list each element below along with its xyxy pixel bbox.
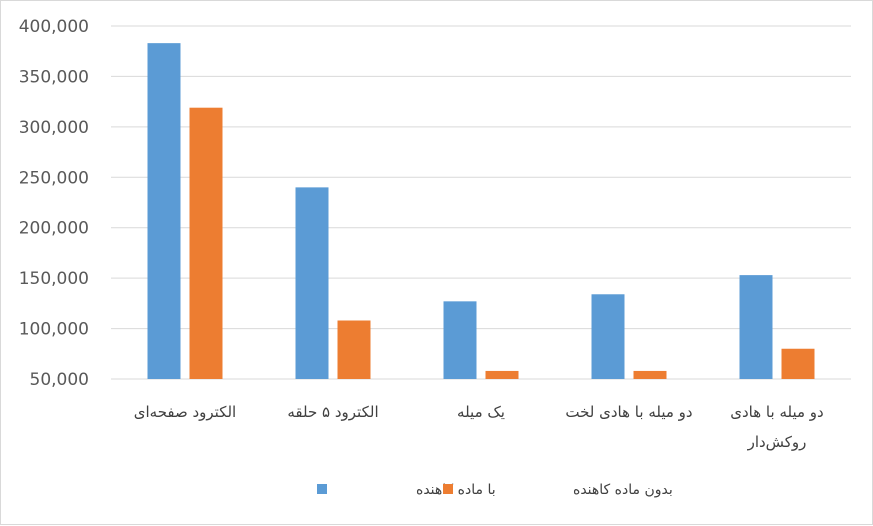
y-tick-label: 400,000 [19,17,89,37]
legend-swatch-with-reducer [317,484,327,494]
bar-without-reducer-2 [485,370,519,379]
bar-without-reducer-1 [337,320,371,379]
x-category-label: روکش‌دار [747,433,807,451]
legend-swatch-without-reducer [443,484,453,494]
y-tick-label: 300,000 [19,118,89,138]
bar-with-reducer-0 [147,43,181,379]
bar-with-reducer-4 [739,275,773,379]
y-tick-label: 100,000 [19,320,89,340]
x-category-label: دو میله با هادی لخت [565,403,692,421]
legend-label-with-reducer: با ماده کاهنده [416,482,496,498]
y-tick-label: 200,000 [19,219,89,239]
bar-with-reducer-2 [443,301,477,379]
legend-label-without-reducer: بدون ماده کاهنده [573,482,673,498]
bar-with-reducer-1 [295,187,329,379]
x-category-label: الکترود صفحه‌ای [134,403,236,421]
y-tick-label: 50,000 [30,370,89,390]
y-tick-label: 150,000 [19,269,89,289]
y-tick-label: 250,000 [19,168,89,188]
x-category-label: دو میله با هادی [730,403,823,421]
x-category-label: یک میله [457,403,505,421]
bar-without-reducer-4 [781,348,815,379]
bar-without-reducer-0 [189,107,223,380]
x-category-label: الکترود ۵ حلقه [287,403,378,421]
bar-with-reducer-3 [591,294,625,379]
y-tick-label: 350,000 [19,67,89,87]
bar-without-reducer-3 [633,370,667,379]
